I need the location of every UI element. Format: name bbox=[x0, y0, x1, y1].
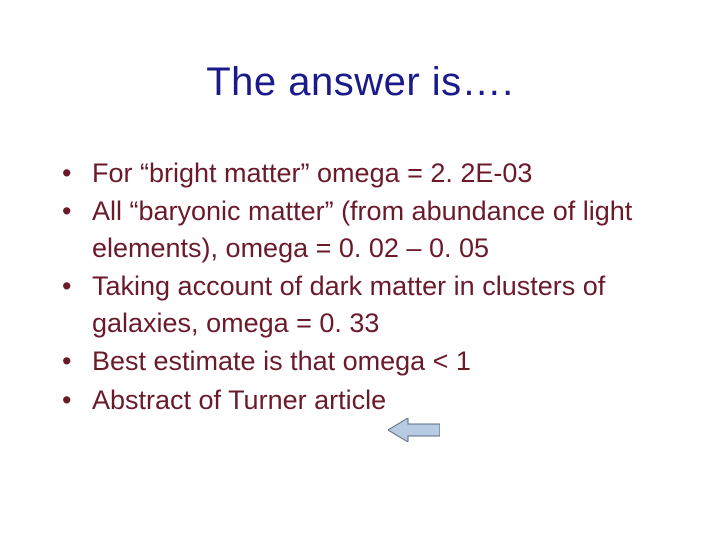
list-item: • For “bright matter” omega = 2. 2E-03 bbox=[60, 155, 660, 191]
bullet-text: For “bright matter” omega = 2. 2E-03 bbox=[92, 155, 660, 191]
list-item: • All “baryonic matter” (from abundance … bbox=[60, 193, 660, 266]
bullet-text: Abstract of Turner article bbox=[92, 382, 660, 418]
bullet-text: All “baryonic matter” (from abundance of… bbox=[92, 193, 660, 266]
bullet-text: Best estimate is that omega < 1 bbox=[92, 343, 660, 379]
slide: The answer is…. • For “bright matter” om… bbox=[0, 0, 720, 540]
left-arrow-icon bbox=[388, 418, 440, 442]
bullet-marker: • bbox=[60, 155, 92, 191]
list-item: • Best estimate is that omega < 1 bbox=[60, 343, 660, 379]
slide-title: The answer is…. bbox=[0, 60, 720, 105]
bullet-list: • For “bright matter” omega = 2. 2E-03 •… bbox=[60, 155, 660, 420]
list-item: • Taking account of dark matter in clust… bbox=[60, 268, 660, 341]
bullet-text: Taking account of dark matter in cluster… bbox=[92, 268, 660, 341]
arrow-shape bbox=[388, 418, 440, 442]
bullet-marker: • bbox=[60, 268, 92, 341]
bullet-marker: • bbox=[60, 343, 92, 379]
bullet-marker: • bbox=[60, 193, 92, 266]
bullet-marker: • bbox=[60, 382, 92, 418]
list-item: • Abstract of Turner article bbox=[60, 382, 660, 418]
